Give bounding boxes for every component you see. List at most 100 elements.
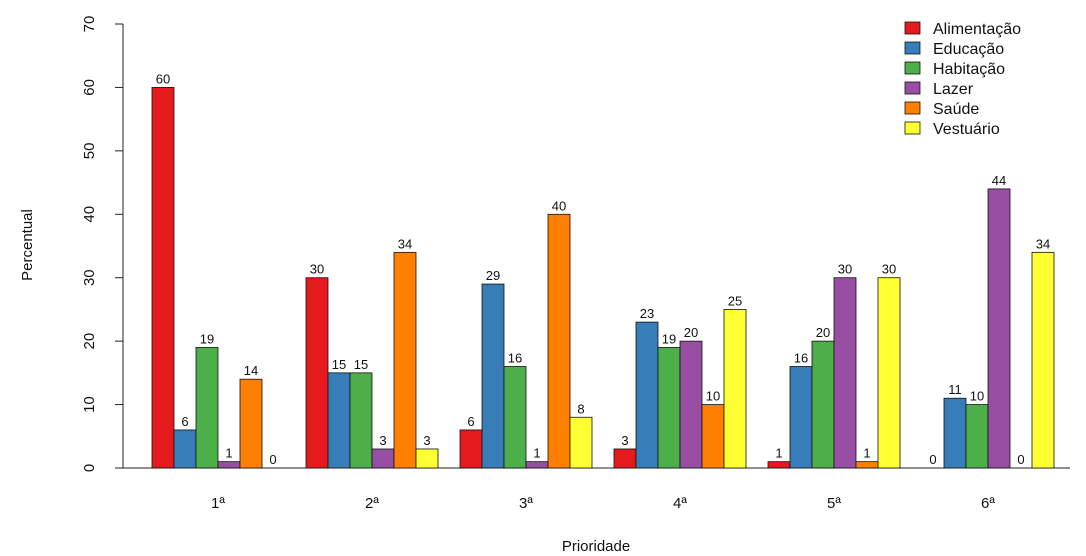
bar [525,461,549,469]
data-label: 34 [1036,236,1050,251]
data-label: 10 [970,389,984,404]
bar [635,321,659,469]
data-label: 3 [379,433,386,448]
y-tick-label: 10 [81,396,98,413]
bar [459,429,483,469]
bar [987,188,1011,469]
legend-label: Habitação [933,61,1005,78]
bar [877,277,901,469]
data-label: 25 [728,293,742,308]
data-label: 6 [467,414,474,429]
data-label: 34 [398,236,412,251]
bar [1031,251,1055,469]
bar [613,448,637,469]
y-tick-label: 40 [81,206,98,223]
data-label: 30 [882,262,896,277]
data-label: 3 [423,433,430,448]
data-label: 40 [552,198,566,213]
legend-label: Alimentação [933,21,1021,38]
y-tick-label: 0 [81,464,98,472]
bar [679,340,703,469]
data-label: 44 [992,173,1006,188]
data-label: 30 [838,262,852,277]
data-label: 16 [508,351,522,366]
legend-swatch [904,21,921,35]
data-label: 1 [533,446,540,461]
x-tick-label: 3ª [519,495,533,512]
legend-swatch [904,81,921,95]
bars [151,87,1055,469]
data-label: 23 [640,306,654,321]
data-label: 30 [310,262,324,277]
data-label: 1 [863,446,870,461]
bar [723,309,747,469]
x-tick-label: 5ª [827,495,841,512]
legend-label: Educação [933,41,1004,58]
x-tick-label: 1ª [211,495,225,512]
bar [415,448,439,469]
bar [503,366,527,469]
legend-swatch [904,61,921,75]
data-label: 20 [684,325,698,340]
data-label: 6 [181,414,188,429]
data-label: 20 [816,325,830,340]
bar [569,416,593,469]
data-label: 1 [225,446,232,461]
data-label: 11 [948,382,962,397]
y-axis-title: Percentual [19,209,36,281]
bar [151,87,175,469]
bar [349,372,373,469]
data-label: 16 [794,351,808,366]
bar [327,372,351,469]
bar [547,213,571,469]
bar [371,448,395,469]
bar [217,461,241,469]
y-tick-label: 60 [81,79,98,96]
bar [855,461,879,469]
bar [767,461,791,469]
data-label: 14 [244,363,258,378]
legend-label: Saúde [933,101,979,118]
y-tick-label: 70 [81,16,98,33]
bar [811,340,835,469]
data-label: 19 [662,331,676,346]
legend-swatch [904,101,921,115]
data-label: 8 [577,401,584,416]
bar [239,378,263,469]
data-label: 10 [706,389,720,404]
bar [701,404,725,469]
data-label: 29 [486,268,500,283]
bar [965,404,989,469]
data-label: 0 [269,452,276,467]
x-axis-title: Prioridade [562,538,630,555]
x-tick-label: 6ª [981,495,995,512]
data-label: 0 [929,452,936,467]
data-label: 15 [354,357,368,372]
y-tick-label: 50 [81,143,98,160]
legend: Alimentação Educação Habitação Lazer Saúde Ve… [904,21,1021,138]
bar [195,347,219,469]
bar [943,397,967,469]
data-label: 1 [775,446,782,461]
y-axis: 0 10 20 30 40 50 60 70 [81,16,124,472]
legend-label: Vestuário [933,121,1000,138]
bar [305,277,329,469]
bar [393,251,417,469]
legend-label: Lazer [933,81,974,98]
y-tick-label: 20 [81,333,98,350]
bar [833,277,857,469]
bar [789,366,813,469]
y-tick-label: 30 [81,269,98,286]
data-label: 3 [621,433,628,448]
bar [657,347,681,469]
data-label: 60 [156,71,170,86]
x-axis: 1ª 2ª 3ª 4ª 5ª 6ª [123,467,1070,512]
x-tick-label: 2ª [365,495,379,512]
data-label: 0 [1017,452,1024,467]
bar [173,429,197,469]
data-label: 15 [332,357,346,372]
legend-swatch [904,41,921,55]
legend-swatch [904,121,921,135]
